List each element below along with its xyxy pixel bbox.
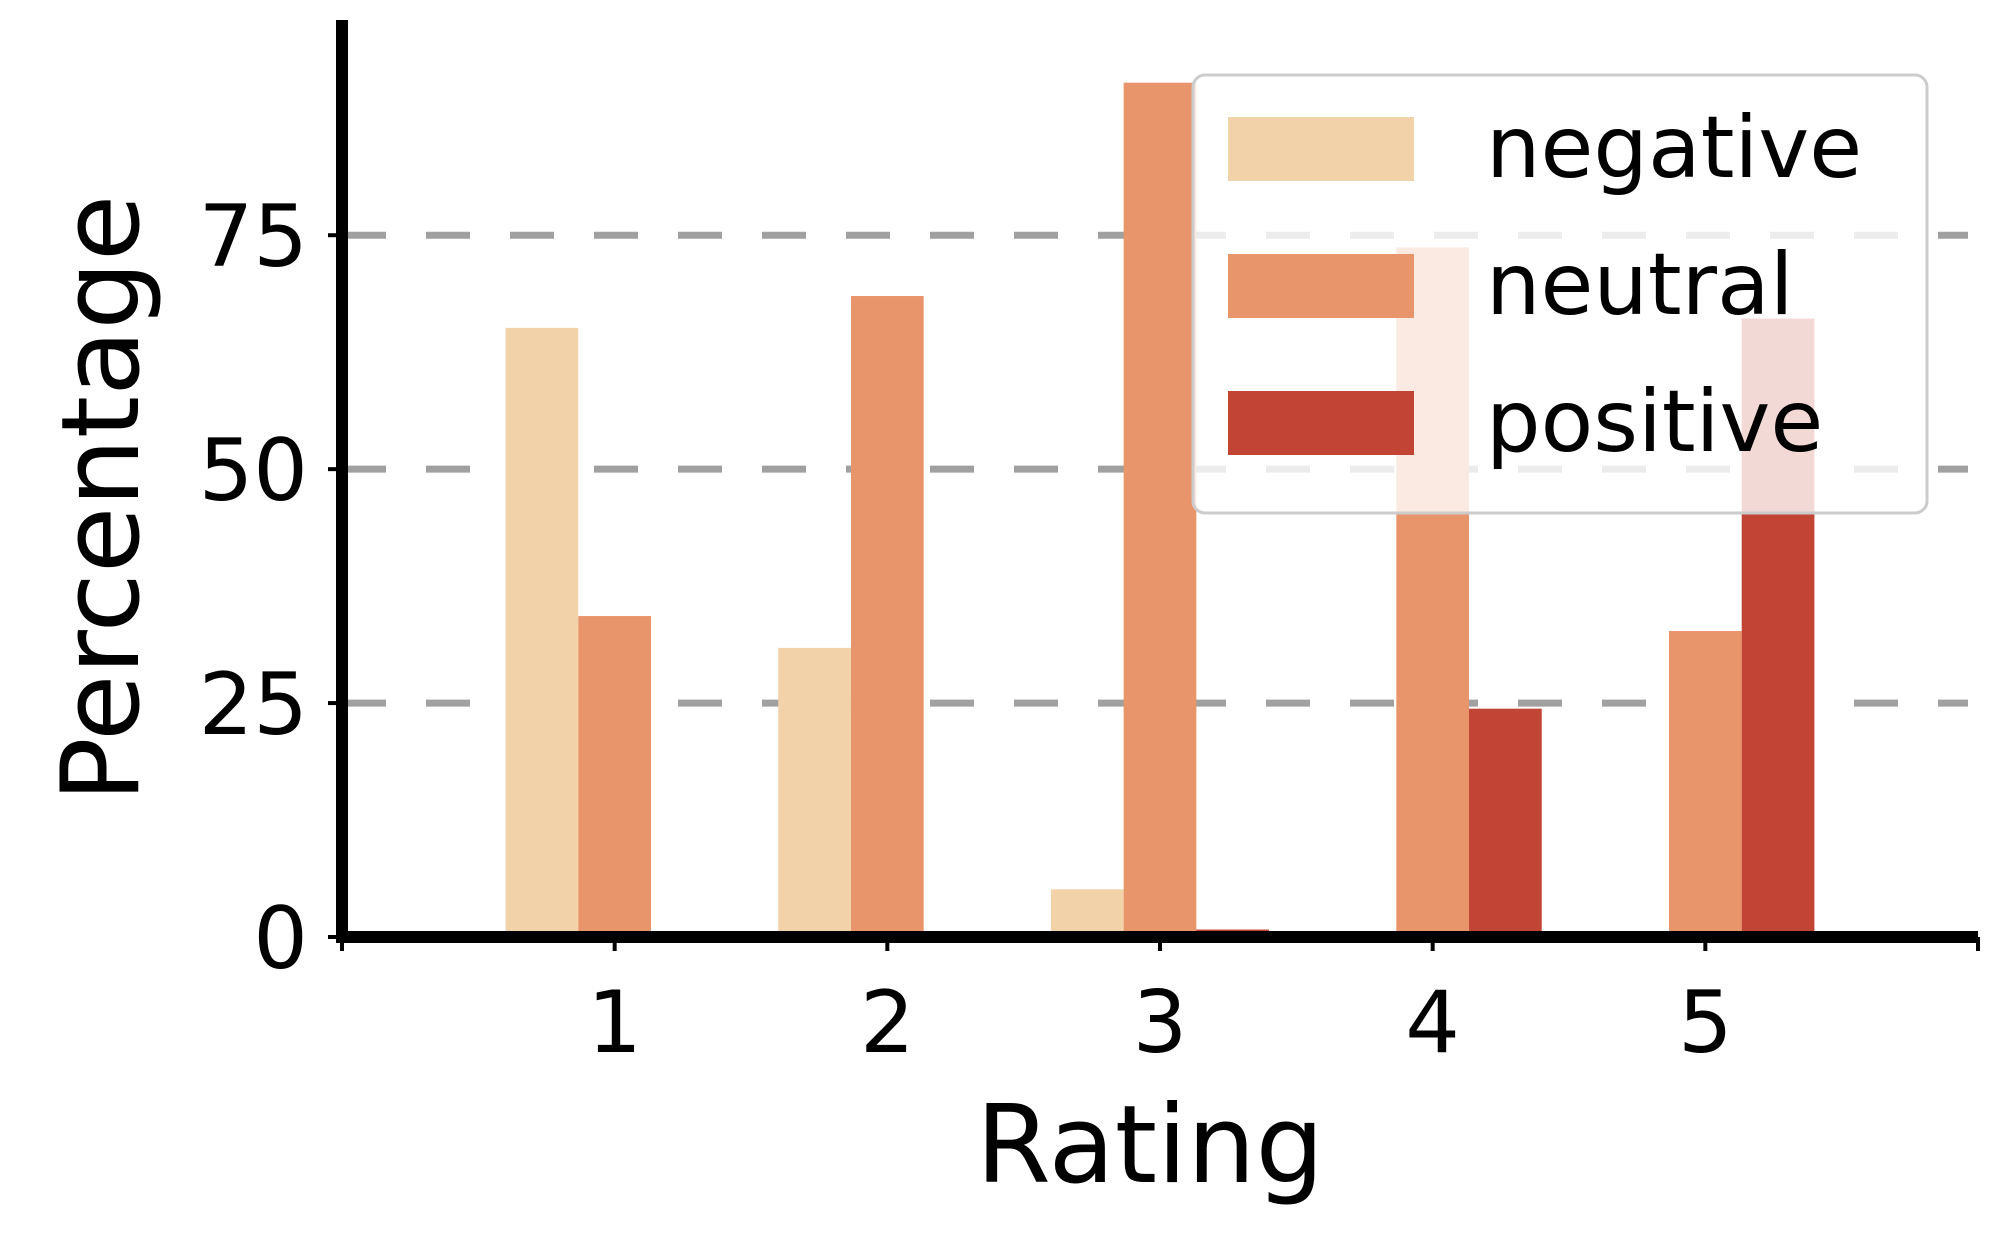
x-axis-ticks: 1 2 3 4 5 [340, 937, 1980, 1073]
legend: negative neutral positive [1191, 73, 1929, 515]
bar-neutral-2 [850, 296, 924, 937]
x-tick-label: 5 [1678, 973, 1733, 1073]
bar-positive-4 [1469, 708, 1542, 937]
bar-neutral-5 [1668, 631, 1742, 937]
bar-neutral-3 [1123, 82, 1197, 937]
legend-swatch-positive [1228, 391, 1414, 455]
x-axis-title: Rating [976, 1083, 1324, 1208]
x-tick-label: 2 [860, 973, 915, 1073]
y-tick-label: 75 [199, 187, 308, 287]
bar-negative-3 [1050, 889, 1124, 937]
y-tick-label: 25 [199, 655, 308, 755]
x-tick-label: 3 [1133, 973, 1188, 1073]
legend-items: negative neutral positive [1228, 98, 1862, 472]
bar-negative-1 [505, 327, 579, 938]
legend-label-positive: positive [1486, 372, 1823, 472]
bar-negative-2 [778, 647, 851, 937]
y-axis-ticks: 0 25 50 75 [199, 187, 342, 989]
x-tick-label: 1 [587, 973, 642, 1073]
bar-neutral-1 [578, 616, 652, 937]
legend-label-neutral: neutral [1486, 235, 1794, 335]
legend-swatch-negative [1228, 117, 1414, 181]
x-tick-label: 4 [1405, 973, 1460, 1073]
legend-label-negative: negative [1486, 98, 1862, 198]
legend-swatch-neutral [1228, 254, 1414, 318]
y-axis-title: Percentage [39, 195, 164, 803]
y-tick-label: 0 [253, 889, 308, 989]
y-tick-label: 50 [199, 421, 308, 521]
